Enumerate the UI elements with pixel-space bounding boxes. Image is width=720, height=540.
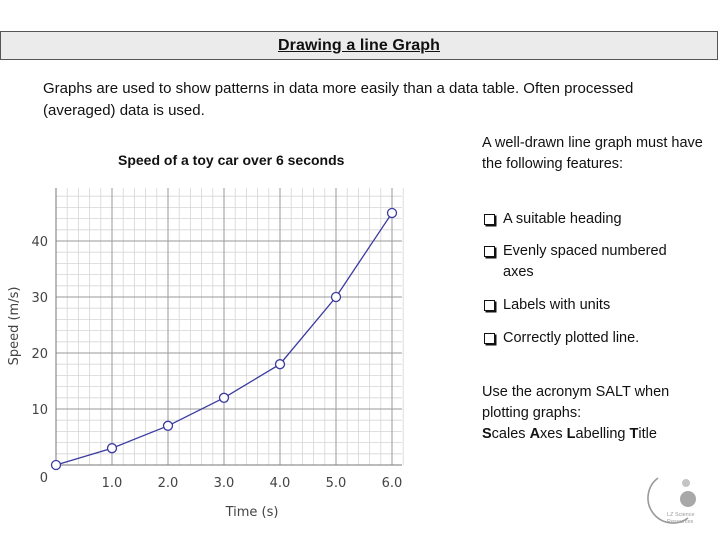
salt-words: Scales Axes Labelling Title xyxy=(482,424,712,445)
feature-label: Labels with units xyxy=(503,297,611,313)
chart-title: Speed of a toy car over 6 seconds xyxy=(118,152,345,168)
x-tick-label: 5.0 xyxy=(326,476,347,491)
page-title-bar: Drawing a line Graph xyxy=(0,31,718,60)
data-point xyxy=(218,392,230,403)
y-axis-label: Speed (m/s) xyxy=(7,287,22,366)
logo-dot-large xyxy=(680,491,696,507)
salt-rest: itle xyxy=(638,426,657,442)
checkbox-icon xyxy=(484,300,495,311)
salt-initial: L xyxy=(566,426,576,442)
feature-item-axes: Evenly spaced numbered axes xyxy=(484,241,714,283)
salt-rest: xes xyxy=(540,426,563,442)
salt-initial: S xyxy=(482,426,492,442)
line-chart: 1.0 2.0 3.0 4.0 5.0 6.0 0 10 20 30 40 Time (s) Speed… xyxy=(7,188,404,520)
x-axis-label: Time (s) xyxy=(225,505,279,520)
page-title: Drawing a line Graph xyxy=(277,36,441,54)
logo-text-line1: LZ Science xyxy=(667,512,695,518)
logo-dot-small xyxy=(682,479,690,487)
data-point xyxy=(162,420,174,431)
y-tick-label: 20 xyxy=(31,347,48,362)
feature-label: Correctly plotted line. xyxy=(503,330,640,346)
y-tick-label: 0 xyxy=(40,471,48,486)
data-point xyxy=(50,459,62,471)
lz-science-logo: LZ Science Resources xyxy=(647,477,696,525)
checkbox-icon xyxy=(484,246,495,257)
features-intro: A well-drawn line graph must have the fo… xyxy=(482,135,703,172)
acronym-note: Use the acronym SALT when plotting graph… xyxy=(482,382,712,445)
feature-label: A suitable heading xyxy=(503,211,622,227)
checkbox-icon xyxy=(484,333,495,344)
x-tick-label: 1.0 xyxy=(102,476,123,491)
x-tick-label: 2.0 xyxy=(158,476,179,491)
salt-rest: cales xyxy=(491,426,526,442)
y-tick-label: 30 xyxy=(31,291,48,306)
acronym-intro: Use the acronym SALT when plotting graph… xyxy=(482,384,670,421)
logo-text-line2: Resources xyxy=(667,519,694,525)
feature-label: Evenly spaced numbered axes xyxy=(503,243,667,280)
feature-item-line: Correctly plotted line. xyxy=(484,328,714,349)
y-tick-label: 10 xyxy=(31,403,48,418)
salt-initial: T xyxy=(629,426,639,442)
checkbox-icon xyxy=(484,214,495,225)
feature-item-labels: Labels with units xyxy=(484,295,714,316)
x-tick-label: 4.0 xyxy=(270,476,291,491)
data-point xyxy=(386,207,398,219)
data-point xyxy=(274,359,286,370)
salt-initial: A xyxy=(529,426,541,442)
x-tick-label: 6.0 xyxy=(382,476,403,491)
logo-arc xyxy=(647,477,689,524)
data-point xyxy=(330,291,342,303)
feature-item-heading: A suitable heading xyxy=(484,209,714,230)
salt-rest: abelling xyxy=(575,426,626,442)
data-point xyxy=(106,443,118,454)
intro-paragraph: Graphs are used to show patterns in data… xyxy=(43,80,634,119)
x-tick-label: 3.0 xyxy=(214,476,235,491)
y-tick-label: 40 xyxy=(31,235,48,250)
